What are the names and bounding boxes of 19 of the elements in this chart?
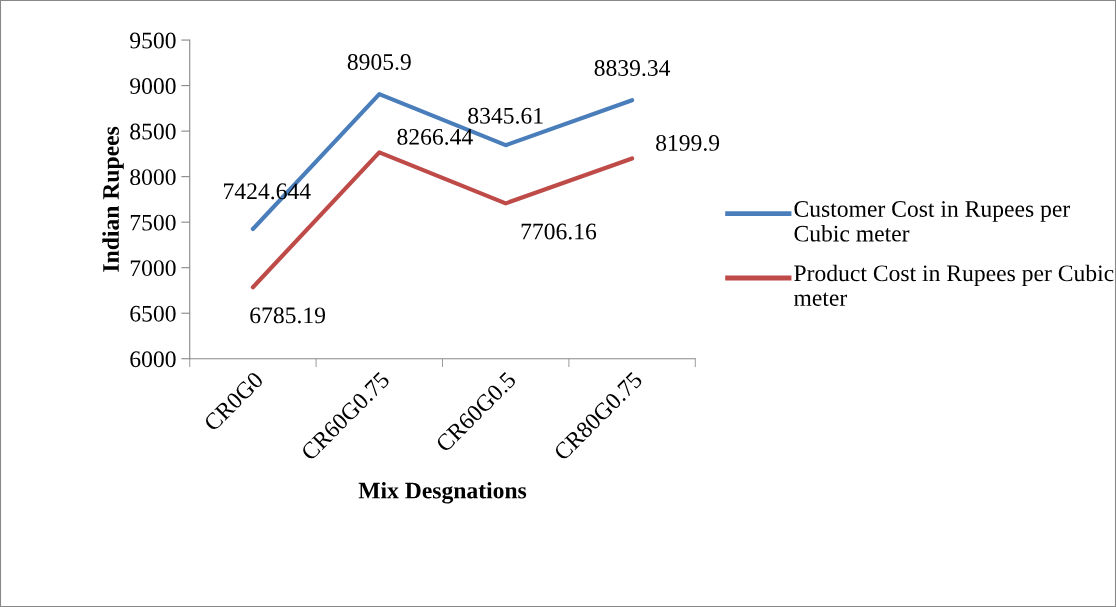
data-label: 6785.19 xyxy=(250,307,326,324)
data-label: 8905.9 xyxy=(347,53,411,71)
y-tick-label: 8000 xyxy=(130,169,176,186)
legend-label: Customer Cost in Rupees per Cubic meter xyxy=(794,201,1071,242)
y-axis-title: Indian Rupees xyxy=(102,126,124,272)
y-tick-label: 8500 xyxy=(130,123,176,140)
data-label: 8266.44 xyxy=(397,128,473,145)
x-axis-title: Mix Desgnations xyxy=(358,481,527,504)
y-tick-label: 6000 xyxy=(130,351,176,368)
y-tick-label: 9000 xyxy=(130,78,176,95)
legend-label: Product Cost in Rupees per Cubic meter xyxy=(793,264,1114,306)
data-label: 8199.9 xyxy=(656,134,720,151)
y-tick-label: 7000 xyxy=(130,260,176,277)
y-tick-label: 6500 xyxy=(130,305,176,322)
y-tick-label: 9500 xyxy=(130,32,176,49)
data-label: 8345.61 xyxy=(468,107,543,124)
data-label: 8839.34 xyxy=(594,60,671,77)
data-label: 7706.16 xyxy=(521,223,597,240)
y-tick-label: 7500 xyxy=(130,214,176,231)
